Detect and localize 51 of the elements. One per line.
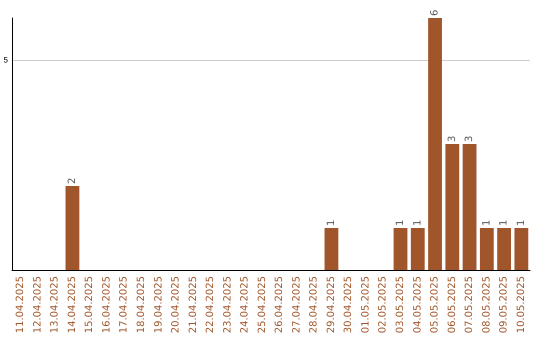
x-tick-label: 13.04.2025 [50, 276, 61, 334]
x-tick-label: 21.04.2025 [188, 276, 199, 334]
x-tick-label: 04.05.2025 [412, 276, 424, 334]
data-label: 3 [464, 136, 476, 142]
x-tick-label: 22.04.2025 [205, 276, 216, 334]
x-tick-label: 30.04.2025 [343, 276, 354, 334]
x-tick-label: 15.04.2025 [84, 276, 96, 334]
x-tick-label: 18.04.2025 [136, 276, 147, 334]
x-tick-label: 06.05.2025 [446, 276, 458, 334]
x-tick-label: 19.04.2025 [153, 276, 164, 334]
x-tick-label: 17.04.2025 [118, 276, 130, 334]
bar [394, 228, 408, 270]
x-tick-label: 14.04.2025 [66, 276, 78, 334]
data-label: 6 [430, 10, 441, 16]
x-tick-label: 27.04.2025 [291, 276, 302, 334]
x-tick-label: 08.05.2025 [481, 276, 492, 334]
data-label: 1 [516, 220, 527, 226]
data-label: 3 [446, 136, 458, 142]
x-tick-label: 07.05.2025 [464, 276, 476, 334]
x-tick-label: 23.04.2025 [222, 276, 234, 334]
x-tick-label: 20.04.2025 [170, 276, 182, 334]
bar [514, 228, 528, 270]
x-tick-label: 02.05.2025 [378, 276, 389, 334]
x-tick-label: 01.05.2025 [360, 276, 372, 334]
data-label: 1 [498, 220, 510, 226]
x-tick-label: 05.05.2025 [430, 276, 441, 334]
bar [428, 18, 442, 270]
bar [410, 228, 425, 270]
x-tick-label: 03.05.2025 [395, 276, 406, 334]
bar [462, 144, 476, 270]
data-label: 2 [66, 178, 78, 184]
data-label: 1 [412, 220, 424, 226]
x-tick-label: 24.04.2025 [240, 276, 251, 334]
bar [497, 228, 512, 270]
x-tick-label: 12.04.2025 [32, 276, 44, 334]
bar [445, 144, 460, 270]
x-tick-label: 10.05.2025 [516, 276, 527, 334]
x-tick-label: 29.04.2025 [326, 276, 337, 334]
x-tick-label: 11.04.2025 [15, 276, 26, 334]
data-label: 1 [326, 220, 337, 226]
x-tick-label: 09.05.2025 [498, 276, 510, 334]
bar [66, 186, 80, 270]
data-label: 1 [395, 220, 406, 226]
x-tick-label: 16.04.2025 [101, 276, 112, 334]
bar [324, 228, 338, 270]
bar [480, 228, 494, 270]
x-tick-label: 28.04.2025 [308, 276, 320, 334]
y-tick-label: 5 [4, 56, 9, 64]
x-tick-label: 25.04.2025 [256, 276, 268, 334]
x-tick-label: 26.04.2025 [274, 276, 286, 334]
data-label: 1 [481, 220, 492, 226]
